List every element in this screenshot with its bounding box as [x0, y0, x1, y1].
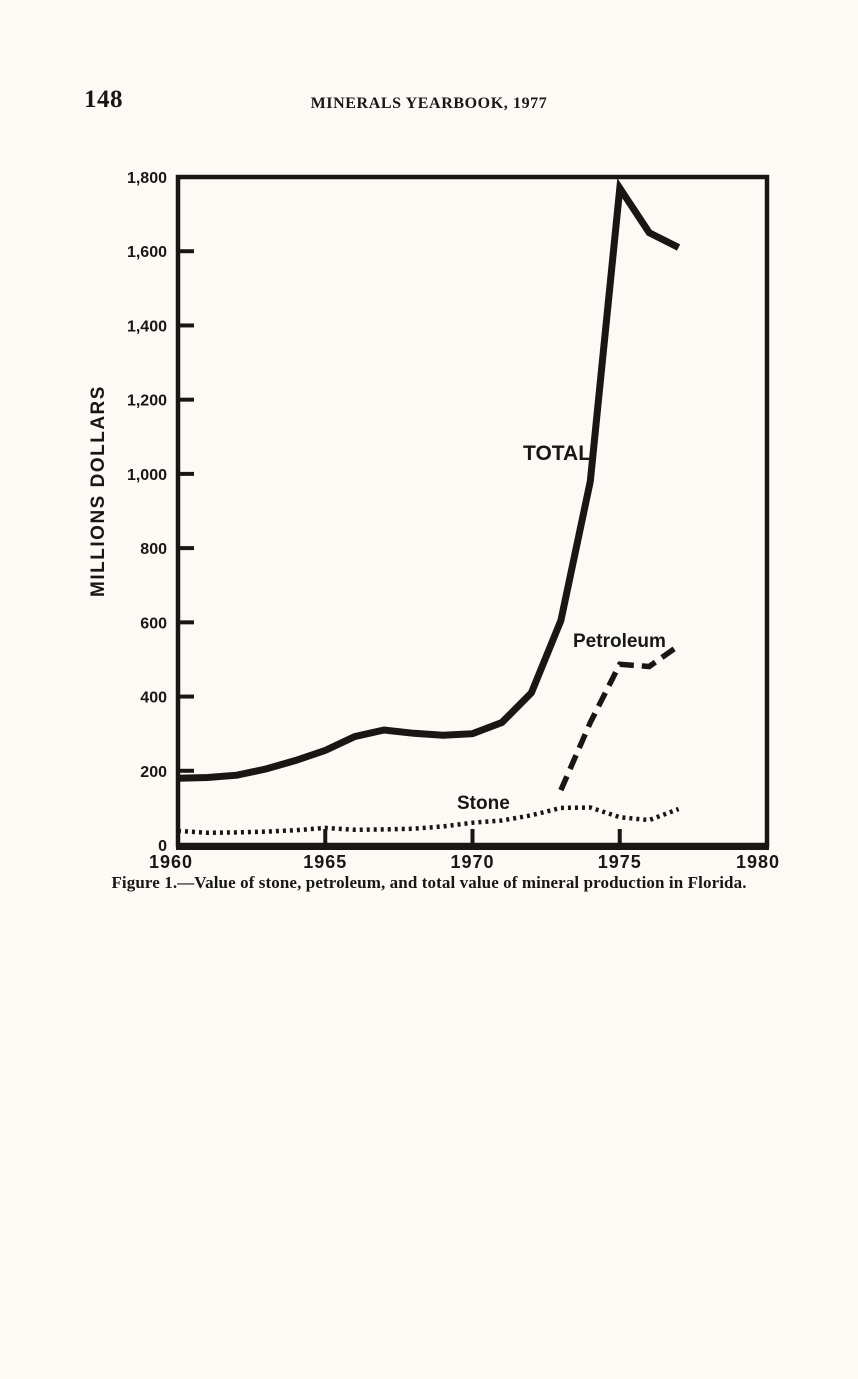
y-tick-label: 1,200	[127, 393, 167, 410]
y-axis-title: MILLIONS DOLLARS	[88, 385, 109, 597]
series-label-total: TOTAL	[523, 442, 591, 465]
y-tick-label: 1,000	[127, 467, 167, 484]
y-tick-label: 600	[140, 615, 167, 632]
series-label-stone: Stone	[457, 793, 510, 814]
y-tick-label: 1,400	[127, 318, 167, 335]
y-tick-label: 800	[140, 541, 167, 558]
x-tick-label: 1965	[303, 852, 347, 872]
y-tick-label: 0	[158, 838, 167, 855]
series-line-total	[177, 177, 681, 782]
y-tick-label: 1,800	[127, 170, 167, 187]
x-tick-label: 1980	[736, 852, 780, 872]
y-tick-label: 200	[140, 764, 167, 781]
running-title: MINERALS YEARBOOK, 1977	[310, 95, 548, 112]
x-tick-label: 1970	[450, 852, 494, 872]
figure-caption: Figure 1.—Value of stone, petroleum, and…	[111, 873, 747, 892]
y-tick-label: 1,600	[127, 244, 167, 261]
y-tick-label: 400	[140, 690, 167, 707]
figure-1-chart: 0 200 400 600 800 1,000 1,200 1,400 1,600 1,800 19…	[88, 170, 780, 872]
series-label-petroleum: Petroleum	[573, 631, 666, 652]
x-tick-label: 1975	[598, 852, 642, 872]
series-line-stone	[177, 805, 680, 836]
page-number: 148	[84, 86, 123, 113]
x-tick-label: 1960	[149, 852, 193, 872]
plot-frame	[175, 174, 770, 848]
series-line-petroleum	[558, 643, 681, 792]
